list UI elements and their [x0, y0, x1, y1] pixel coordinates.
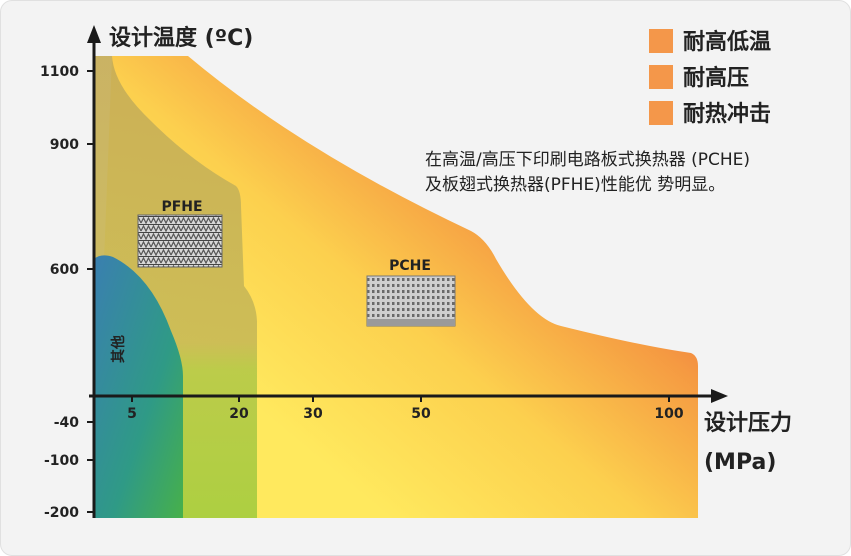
legend-label-2: 耐高压 [683, 65, 749, 91]
x-axis-title-line1: 设计压力 [704, 411, 792, 436]
y-tick-label-neg200: -200 [44, 505, 79, 521]
legend: 耐高低温 耐高压 耐热冲击 [649, 29, 771, 127]
legend-swatch-2 [649, 65, 673, 89]
x-axis-title-line2: (MPa) [704, 450, 776, 475]
pfhe-image [137, 214, 223, 268]
x-ticks: 5 20 30 50 100 [127, 396, 684, 422]
y-tick-label-900: 900 [50, 137, 79, 153]
y-axis-arrow [87, 25, 101, 43]
x-tick-label-30: 30 [303, 406, 323, 422]
legend-swatch-3 [649, 101, 673, 125]
region-label-pfhe: PFHE [161, 199, 202, 215]
y-tick-label-neg40: -40 [54, 415, 80, 431]
y-ticks: 1100 900 600 -40 -100 -200 [40, 64, 94, 521]
legend-label-3: 耐热冲击 [683, 101, 771, 127]
x-tick-label-50: 50 [411, 406, 431, 422]
note-line-2: 及板翅式换热器(PFHE)性能优 势明显。 [425, 175, 725, 195]
pche-image [366, 275, 456, 327]
x-axis-arrow [711, 389, 728, 403]
y-axis-title: 设计温度 (ºC) [109, 25, 253, 51]
x-tick-label-5: 5 [127, 406, 137, 422]
y-tick-label-neg100: -100 [44, 453, 79, 469]
x-tick-label-100: 100 [654, 406, 683, 422]
y-tick-label-600: 600 [50, 262, 79, 278]
x-tick-label-20: 20 [229, 406, 249, 422]
region-other-area [94, 255, 183, 518]
region-label-other: 其他 [110, 335, 127, 363]
note-line-1: 在高温/高压下印刷电路板式换热器 (PCHE) [425, 150, 750, 170]
legend-label-1: 耐高低温 [683, 29, 771, 55]
y-tick-label-1100: 1100 [40, 64, 79, 80]
legend-swatch-1 [649, 29, 673, 53]
region-label-pche: PCHE [389, 258, 431, 274]
